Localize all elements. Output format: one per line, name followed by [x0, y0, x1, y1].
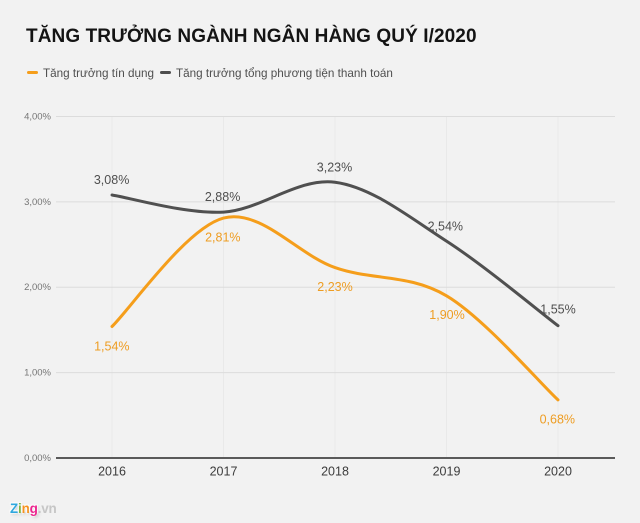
- svg-text:1,90%: 1,90%: [429, 308, 464, 322]
- svg-text:1,54%: 1,54%: [94, 340, 129, 354]
- svg-text:2,88%: 2,88%: [205, 190, 240, 204]
- svg-text:1,00%: 1,00%: [24, 368, 51, 379]
- svg-text:2,54%: 2,54%: [428, 220, 463, 234]
- svg-text:4,00%: 4,00%: [24, 112, 51, 123]
- svg-text:0,00%: 0,00%: [24, 453, 51, 464]
- svg-text:2,00%: 2,00%: [24, 282, 51, 293]
- svg-text:2017: 2017: [210, 465, 238, 479]
- svg-text:2,23%: 2,23%: [317, 280, 352, 294]
- svg-text:3,08%: 3,08%: [94, 173, 129, 187]
- svg-text:2020: 2020: [544, 465, 572, 479]
- svg-text:3,23%: 3,23%: [317, 161, 352, 175]
- svg-text:3,00%: 3,00%: [24, 197, 51, 208]
- svg-text:2016: 2016: [98, 465, 126, 479]
- svg-text:1,55%: 1,55%: [540, 303, 575, 317]
- svg-text:2018: 2018: [321, 465, 349, 479]
- svg-text:2019: 2019: [433, 465, 461, 479]
- svg-text:0,68%: 0,68%: [540, 412, 575, 426]
- svg-text:2,81%: 2,81%: [205, 231, 240, 245]
